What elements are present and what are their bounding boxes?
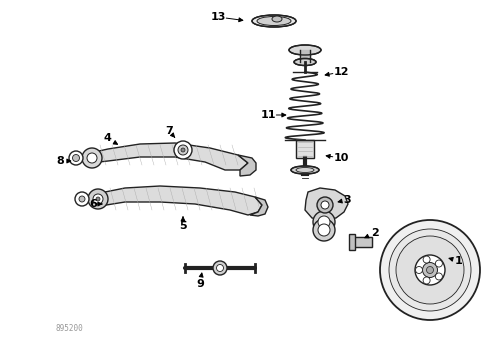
Text: 3: 3 [343, 195, 351, 205]
Circle shape [318, 224, 330, 236]
Text: 8: 8 [56, 156, 64, 166]
Circle shape [318, 216, 330, 228]
Circle shape [426, 266, 434, 274]
Circle shape [75, 192, 89, 206]
Circle shape [317, 197, 333, 213]
Circle shape [73, 154, 79, 162]
Polygon shape [305, 188, 348, 220]
Circle shape [321, 201, 329, 209]
Polygon shape [94, 186, 262, 215]
Ellipse shape [252, 15, 296, 27]
Circle shape [217, 265, 223, 271]
Circle shape [87, 153, 97, 163]
Circle shape [181, 148, 185, 152]
Circle shape [380, 220, 480, 320]
Text: 5: 5 [179, 221, 187, 231]
Circle shape [69, 151, 83, 165]
Circle shape [178, 145, 188, 155]
Text: 4: 4 [103, 133, 111, 143]
Text: 2: 2 [371, 228, 379, 238]
Circle shape [96, 197, 100, 201]
Circle shape [416, 266, 422, 274]
Bar [296, 140, 314, 158]
Ellipse shape [291, 166, 319, 174]
Polygon shape [238, 155, 256, 176]
Circle shape [396, 236, 464, 304]
Circle shape [423, 277, 430, 284]
Circle shape [415, 255, 445, 285]
Circle shape [88, 189, 108, 209]
Polygon shape [84, 143, 248, 170]
Circle shape [313, 211, 335, 233]
Circle shape [79, 196, 85, 202]
Text: 1: 1 [455, 256, 463, 266]
Bar [352, 237, 372, 247]
Circle shape [174, 141, 192, 159]
Text: 895200: 895200 [55, 324, 83, 333]
Ellipse shape [257, 17, 291, 26]
Ellipse shape [294, 58, 316, 66]
Circle shape [422, 262, 438, 278]
Circle shape [423, 256, 430, 263]
Polygon shape [250, 197, 268, 216]
Ellipse shape [289, 45, 321, 55]
Bar [349, 234, 355, 250]
Circle shape [93, 194, 103, 204]
Circle shape [436, 260, 442, 267]
Text: 12: 12 [333, 67, 349, 77]
Text: 13: 13 [210, 12, 226, 22]
Circle shape [313, 219, 335, 241]
Text: 7: 7 [165, 126, 173, 136]
Circle shape [213, 261, 227, 275]
Circle shape [389, 229, 471, 311]
Text: 9: 9 [196, 279, 204, 289]
Text: 6: 6 [89, 199, 97, 209]
Text: 10: 10 [333, 153, 349, 163]
Text: 11: 11 [260, 110, 276, 120]
Ellipse shape [272, 16, 282, 22]
Circle shape [436, 273, 442, 280]
Circle shape [82, 148, 102, 168]
